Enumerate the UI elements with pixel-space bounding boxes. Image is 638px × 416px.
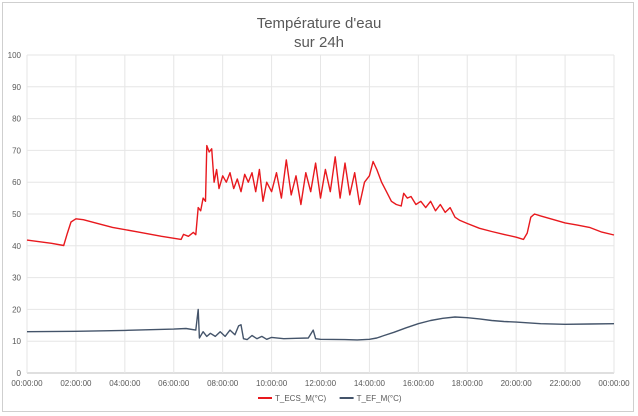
y-tick-label: 20 <box>12 305 21 314</box>
x-tick-label: 14:00:00 <box>354 379 386 388</box>
x-tick-label: 08:00:00 <box>207 379 239 388</box>
legend: T_ECS_M(°C) T_EF_M(°C) <box>258 394 402 403</box>
x-tick-label: 20:00:00 <box>501 379 533 388</box>
y-tick-label: 60 <box>12 178 21 187</box>
x-tick-label: 00:00:00 <box>11 379 43 388</box>
x-tick-label: 18:00:00 <box>452 379 484 388</box>
chart-frame <box>2 2 634 412</box>
x-tick-label: 06:00:00 <box>158 379 190 388</box>
y-tick-label: 10 <box>12 337 21 346</box>
x-tick-label: 04:00:00 <box>109 379 141 388</box>
y-tick-label: 40 <box>12 242 21 251</box>
series-lines <box>26 144 615 341</box>
legend-label: T_EF_M(°C) <box>357 394 402 403</box>
y-tick-label: 50 <box>12 210 21 219</box>
legend-label: T_ECS_M(°C) <box>275 394 327 403</box>
y-axis-ticks: 0 10 20 30 40 50 60 70 80 90 100 <box>8 51 22 378</box>
y-tick-label: 80 <box>12 115 21 124</box>
chart-title: Température d'eau <box>256 15 382 32</box>
y-tick-label: 90 <box>12 83 21 92</box>
series-line-ecs <box>26 144 615 247</box>
x-tick-label: 12:00:00 <box>305 379 337 388</box>
x-tick-label: 00:00:00 <box>598 379 630 388</box>
y-tick-label: 100 <box>8 51 22 60</box>
x-tick-label: 02:00:00 <box>60 379 92 388</box>
chart-subtitle: sur 24h <box>293 34 345 51</box>
x-axis-ticks: 00:00:00 02:00:00 04:00:00 06:00:00 08:00:00… <box>11 379 630 388</box>
x-tick-label: 10:00:00 <box>256 379 288 388</box>
grid-lines <box>26 54 615 374</box>
y-tick-label: 30 <box>12 274 21 283</box>
y-tick-label: 70 <box>12 146 21 155</box>
series-line-ef <box>26 308 615 341</box>
x-tick-label: 22:00:00 <box>550 379 582 388</box>
y-tick-label: 0 <box>17 369 22 378</box>
x-tick-label: 16:00:00 <box>403 379 435 388</box>
